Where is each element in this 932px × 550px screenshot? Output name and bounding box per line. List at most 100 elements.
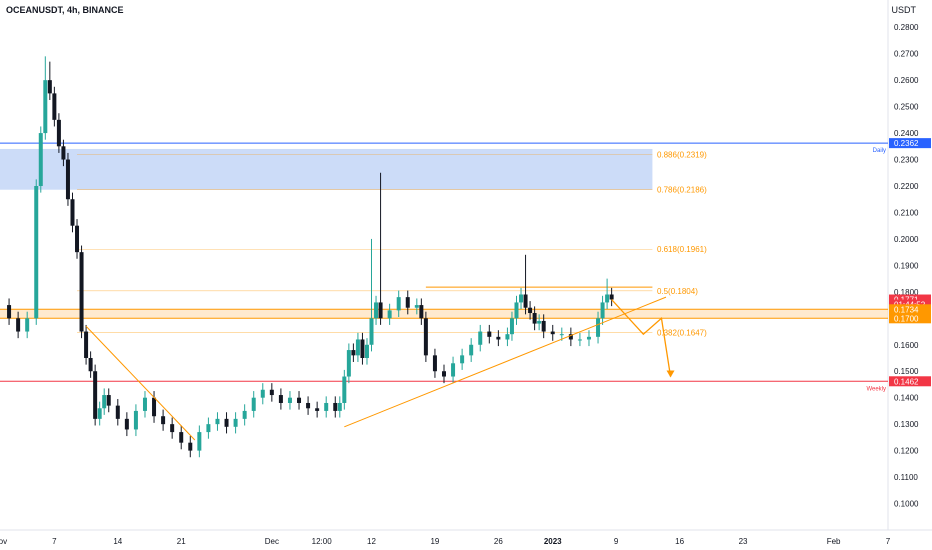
- candle-body: [387, 310, 392, 319]
- candle-body: [519, 294, 524, 303]
- candle-body: [532, 313, 537, 324]
- x-tick-label: 7: [886, 537, 891, 546]
- candle-body: [414, 305, 419, 308]
- candle-body: [287, 397, 292, 403]
- candle-body: [52, 93, 57, 120]
- currency-label: USDT: [891, 5, 917, 15]
- candle-body: [360, 339, 365, 358]
- x-tick-label: 23: [739, 537, 748, 546]
- y-tick-label: 0.1000: [894, 500, 919, 509]
- candle-body: [179, 432, 184, 443]
- candle-body: [432, 355, 437, 372]
- candle-body: [364, 344, 369, 358]
- y-tick-label: 0.2300: [894, 156, 919, 165]
- trendline: [344, 296, 667, 428]
- level-tag-daily: Daily: [873, 148, 886, 154]
- level-tag-weekly: Weekly: [866, 386, 886, 392]
- fib-level-label: 0.786(0.2186): [657, 186, 707, 195]
- y-tick-label: 0.1100: [894, 473, 918, 482]
- candle-body: [297, 397, 302, 403]
- candle-body: [605, 294, 610, 303]
- candle-body: [609, 294, 614, 300]
- x-tick-label: 26: [494, 537, 503, 546]
- fib-level-label: 0.886(0.2319): [657, 151, 707, 160]
- candle-body: [152, 397, 157, 417]
- candle-body: [559, 334, 564, 336]
- candle-body: [505, 334, 510, 340]
- candle-body: [496, 336, 501, 340]
- x-tick-label: 21: [177, 537, 186, 546]
- fib-level-label: 0.382(0.1647): [657, 328, 707, 337]
- y-tick-label: 0.1900: [894, 261, 919, 270]
- y-tick-label: 0.2700: [894, 50, 919, 59]
- candle-body: [577, 339, 582, 341]
- y-tick-label: 0.2800: [894, 23, 919, 32]
- candle-body: [260, 389, 265, 398]
- candle-body: [541, 320, 546, 332]
- candle-body: [106, 395, 111, 406]
- y-tick-label: 0.1200: [894, 447, 919, 456]
- candle-body: [396, 297, 401, 311]
- candle-body: [188, 442, 193, 451]
- trendline: [85, 325, 196, 441]
- candle-body: [7, 305, 12, 319]
- price-tag-label: 0.1462: [894, 377, 919, 386]
- candle-body: [333, 402, 338, 411]
- x-tick-label: Nov: [0, 537, 7, 546]
- price-tag: [889, 376, 931, 387]
- fib-level-label: 0.5(0.1804): [657, 287, 698, 296]
- candle-body: [215, 418, 220, 425]
- candle-body: [378, 302, 383, 319]
- candle-body: [124, 418, 129, 430]
- candle-body: [84, 331, 89, 358]
- candle-body: [115, 405, 120, 419]
- price-tag: [889, 313, 931, 324]
- candle-body: [537, 320, 542, 324]
- price-tag: [889, 304, 931, 315]
- price-tag-label: 0.2362: [894, 139, 919, 148]
- candle-body: [346, 350, 351, 377]
- y-tick-label: 0.2500: [894, 103, 919, 112]
- candle-body: [442, 371, 446, 377]
- candle-body: [38, 133, 43, 186]
- candle-body: [278, 395, 283, 403]
- candle-body: [75, 225, 80, 253]
- candle-body: [170, 424, 175, 433]
- candle-body: [161, 416, 166, 425]
- candle-body: [315, 408, 320, 411]
- price-tag: [889, 294, 931, 305]
- candle-body: [469, 344, 474, 356]
- candle-body: [550, 331, 555, 335]
- fib-level-label: 0.618(0.1961): [657, 245, 707, 254]
- candle-body: [487, 331, 492, 337]
- y-tick-label: 0.2200: [894, 182, 919, 191]
- candle-body: [523, 294, 528, 308]
- price-tag-label: 0.1700: [894, 314, 919, 323]
- y-tick-label: 0.1600: [894, 341, 919, 350]
- candle-body: [586, 336, 591, 340]
- y-tick-label: 0.1500: [894, 367, 919, 376]
- x-tick-label: 12: [367, 537, 376, 546]
- y-tick-label: 0.2400: [894, 129, 919, 138]
- candle-body: [102, 395, 107, 409]
- x-tick-label: Dec: [265, 537, 279, 546]
- candle-body: [509, 318, 514, 335]
- candle-body: [61, 146, 66, 160]
- candle-body: [351, 350, 356, 356]
- candle-body: [65, 159, 70, 200]
- candle-body: [324, 402, 329, 411]
- symbol-title: OCEANUSDT, 4h, BINANCE: [6, 5, 124, 15]
- candle-body: [47, 80, 52, 94]
- candle-body: [142, 397, 147, 411]
- y-tick-label: 0.1800: [894, 288, 919, 297]
- price-tag: [889, 138, 931, 149]
- y-tick-label: 0.2000: [894, 235, 919, 244]
- candle-body: [514, 302, 519, 319]
- candle-body: [374, 302, 379, 319]
- candle-body: [337, 402, 342, 411]
- candle-body: [133, 410, 138, 430]
- candle-body: [355, 339, 360, 356]
- x-tick-label: 2023: [544, 537, 562, 546]
- candle-body: [70, 199, 75, 226]
